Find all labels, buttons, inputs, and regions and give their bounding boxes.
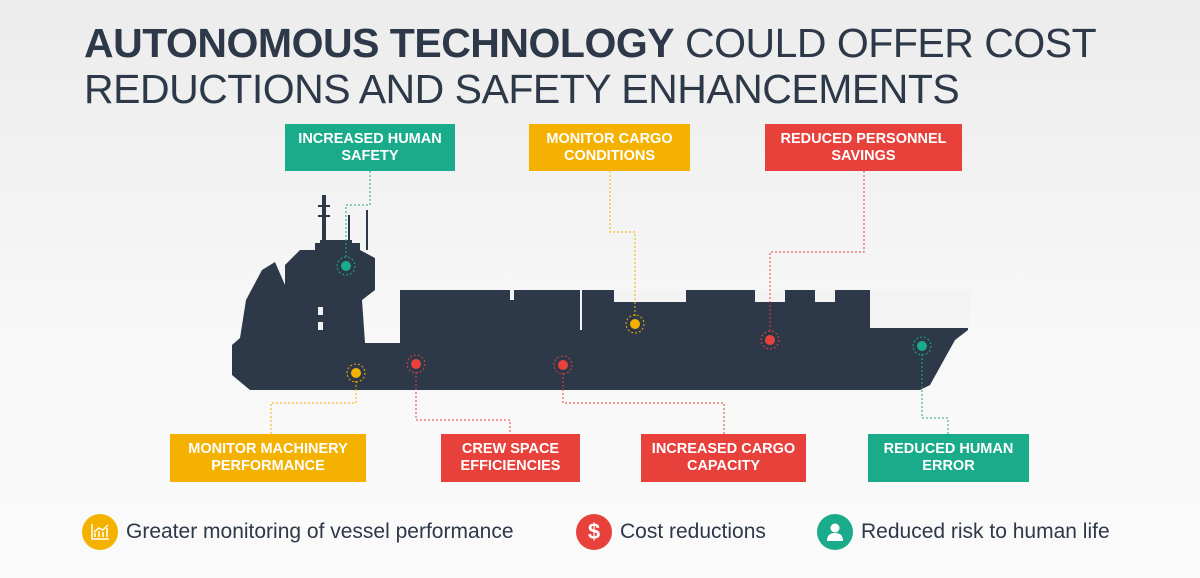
marker-increased-human-safety	[336, 256, 356, 276]
marker-reduced-human-error	[912, 336, 932, 356]
legend-item-cost: $ Cost reductions	[576, 514, 766, 550]
callout-reduced-personnel-savings: REDUCED PERSONNEL SAVINGS	[765, 124, 962, 171]
marker-reduced-personnel	[760, 330, 780, 350]
callout-increased-cargo-capacity: INCREASED CARGO CAPACITY	[641, 434, 806, 482]
callout-markers	[336, 256, 932, 383]
legend-label: Greater monitoring of vessel performance	[126, 520, 514, 543]
marker-increased-cargo	[553, 355, 573, 375]
legend-label: Reduced risk to human life	[861, 520, 1110, 543]
marker-monitor-machinery	[346, 363, 366, 383]
marker-monitor-cargo	[625, 314, 645, 334]
marker-crew-space	[406, 354, 426, 374]
callout-monitor-cargo-conditions: MONITOR CARGO CONDITIONS	[529, 124, 690, 171]
legend-item-human-life: Reduced risk to human life	[817, 514, 1110, 550]
callout-monitor-machinery-performance: MONITOR MACHINERY PERFORMANCE	[170, 434, 366, 482]
callout-increased-human-safety: INCREASED HUMAN SAFETY	[285, 124, 455, 171]
legend-item-monitoring: Greater monitoring of vessel performance	[82, 514, 514, 550]
legend-label: Cost reductions	[620, 520, 766, 543]
page-title: AUTONOMOUS TECHNOLOGY COULD OFFER COST RE…	[84, 20, 1097, 112]
ship-silhouette	[232, 195, 968, 390]
chart-icon	[82, 514, 118, 550]
callout-reduced-human-error: REDUCED HUMAN ERROR	[868, 434, 1029, 482]
callout-crew-space-efficiencies: CREW SPACE EFFICIENCIES	[441, 434, 580, 482]
dollar-icon: $	[576, 514, 612, 550]
person-icon	[817, 514, 853, 550]
